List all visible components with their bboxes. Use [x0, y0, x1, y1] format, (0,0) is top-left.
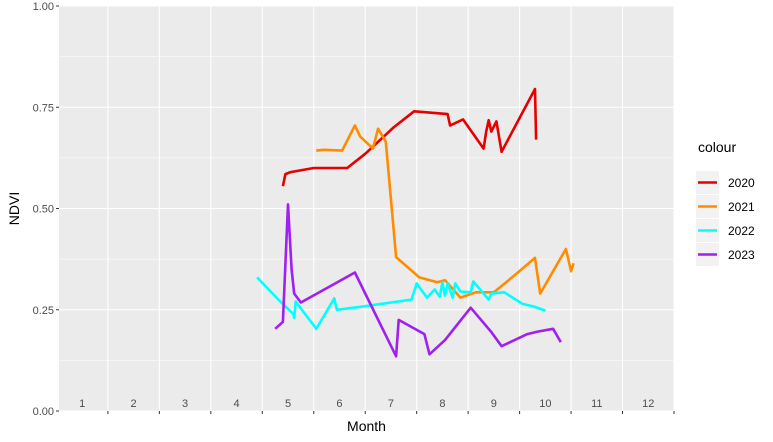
legend-label: 2023 [728, 248, 755, 262]
x-axis-ticks [107, 411, 675, 414]
legend-title: colour [698, 139, 736, 155]
series-line-2022 [256, 276, 546, 331]
series-line-2023 [274, 203, 562, 358]
series-lines [256, 87, 575, 358]
x-axis-title: Month [347, 418, 386, 434]
y-axis-tick-labels: 0.00 0.25 0.50 0.75 1.00 [33, 1, 54, 418]
x-tick-label: 4 [233, 398, 239, 410]
legend-label: 2020 [728, 176, 755, 190]
legend-label: 2022 [728, 224, 755, 238]
series-line-2021 [316, 124, 575, 299]
x-tick-label: 8 [439, 398, 445, 410]
y-axis-ticks [56, 5, 59, 412]
x-tick-label: 7 [388, 398, 394, 410]
legend-label: 2021 [728, 200, 755, 214]
y-tick-label: 0.75 [33, 102, 54, 114]
legend: colour 2020 2021 2022 2023 [696, 139, 755, 266]
x-tick-label: 2 [131, 398, 137, 410]
x-axis-tick-labels: 1 2 3 4 5 6 7 8 9 10 11 12 [79, 398, 654, 410]
x-tick-label: 1 [79, 398, 85, 410]
x-tick-label: 12 [642, 398, 654, 410]
y-tick-label: 0.25 [33, 305, 54, 317]
x-tick-label: 6 [336, 398, 342, 410]
x-tick-label: 10 [539, 398, 551, 410]
x-tick-label: 3 [182, 398, 188, 410]
y-axis-title: NDVI [6, 192, 22, 225]
y-tick-label: 0.00 [33, 406, 54, 418]
y-tick-label: 1.00 [33, 1, 54, 13]
series-line-2020 [281, 87, 538, 187]
x-tick-label: 9 [491, 398, 497, 410]
x-tick-label: 11 [591, 398, 602, 410]
major-gridlines [59, 5, 675, 412]
x-tick-label: 5 [285, 398, 291, 410]
y-tick-label: 0.50 [33, 204, 54, 216]
